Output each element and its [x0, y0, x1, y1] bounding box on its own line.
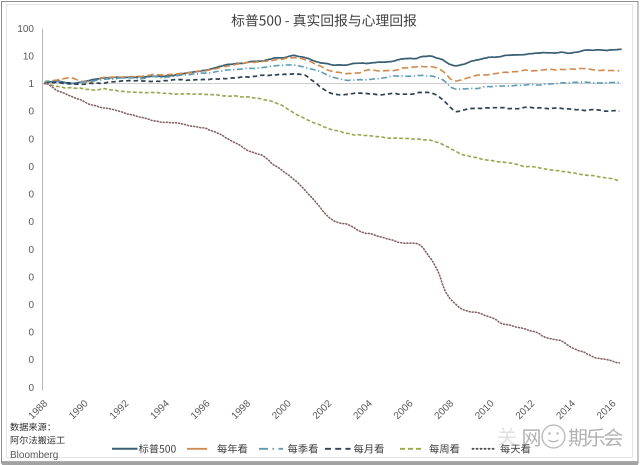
svg-text:0: 0 — [28, 355, 34, 366]
svg-text:0: 0 — [28, 300, 34, 311]
svg-text:0: 0 — [28, 245, 34, 256]
svg-text:0: 0 — [28, 107, 34, 118]
svg-text:100: 100 — [17, 24, 34, 35]
svg-text:10: 10 — [23, 51, 35, 62]
svg-text:0: 0 — [28, 190, 34, 201]
svg-text:0: 0 — [28, 383, 34, 394]
svg-text:0: 0 — [28, 217, 34, 228]
svg-text:1: 1 — [28, 79, 34, 90]
svg-text:0: 0 — [28, 134, 34, 145]
svg-text:0: 0 — [28, 272, 34, 283]
svg-text:Bloomberg: Bloomberg — [10, 450, 58, 461]
svg-text:0: 0 — [28, 328, 34, 339]
svg-text:0: 0 — [28, 162, 34, 173]
